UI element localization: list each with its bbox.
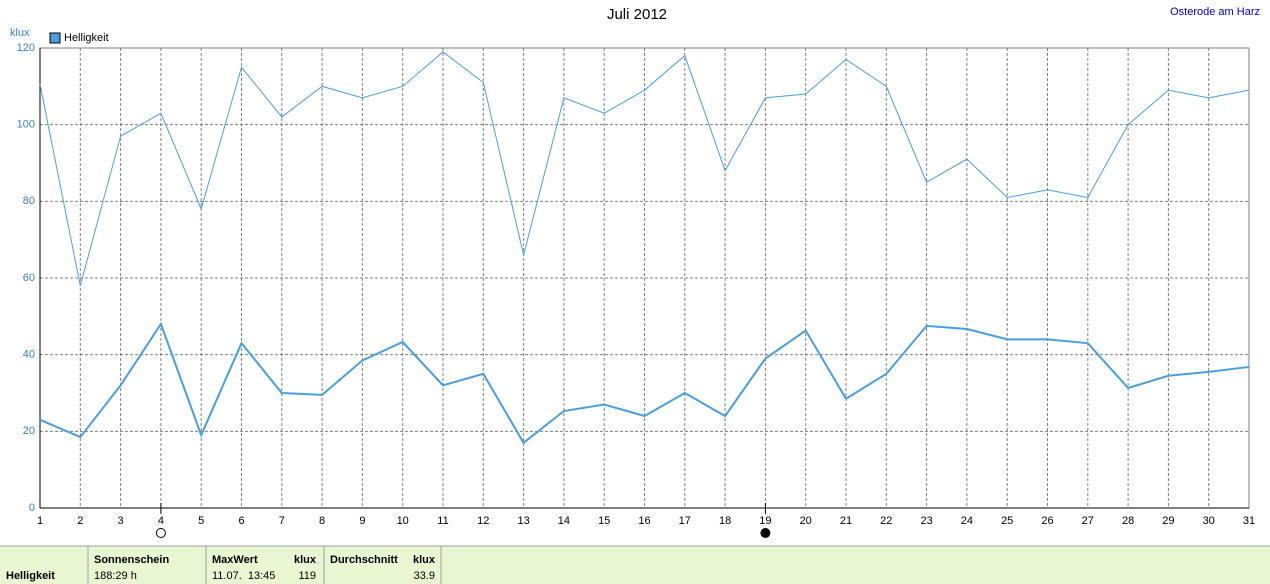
x-tick-label: 19: [759, 515, 771, 527]
x-tick-label: 8: [319, 515, 325, 527]
cell: 11.07. 13:45: [212, 570, 275, 582]
cell: 188:29 h: [94, 570, 137, 582]
column-header: MaxWert: [212, 554, 258, 566]
column-header: Sonnenschein: [94, 554, 169, 566]
x-tick-label: 26: [1041, 515, 1053, 527]
moon-icon: [760, 528, 771, 538]
table-dividers: [0, 545, 1270, 584]
y-axis-label: klux: [10, 27, 30, 39]
x-tick-label: 31: [1243, 515, 1255, 527]
y-tick-label: 120: [17, 42, 35, 54]
y-tick-label: 20: [23, 425, 35, 437]
x-tick-label: 16: [638, 515, 650, 527]
legend-swatch: [49, 32, 61, 44]
chart-title: Juli 2012: [607, 6, 667, 23]
series-line: [39, 51, 1250, 286]
x-tick-label: 9: [359, 515, 365, 527]
x-tick-label: 11: [437, 515, 448, 527]
x-tick-label: 22: [880, 515, 892, 527]
x-tick-label: 10: [397, 515, 409, 527]
y-tick-label: 60: [23, 272, 35, 284]
x-tick-label: 6: [238, 515, 244, 527]
x-tick-label: 15: [598, 515, 610, 527]
x-tick-label: 7: [279, 515, 285, 527]
summary-panel: [0, 546, 1270, 584]
x-tick-label: 20: [800, 515, 812, 527]
x-tick-label: 21: [840, 515, 852, 527]
legend-label: Helligkeit: [64, 32, 109, 44]
x-tick-label: 14: [558, 515, 570, 527]
x-tick-label: 28: [1122, 515, 1134, 527]
x-tick-label: 1: [37, 515, 43, 527]
x-tick-label: 18: [719, 515, 731, 527]
x-tick-label: 17: [679, 515, 691, 527]
x-tick-label: 3: [118, 515, 124, 527]
y-tick-label: 100: [17, 119, 35, 131]
x-tick-label: 13: [517, 515, 529, 527]
series-line: [39, 321, 1250, 445]
column-header: klux: [413, 554, 436, 566]
x-tick-label: 4: [158, 515, 164, 527]
x-tick-label: 12: [477, 515, 489, 527]
x-tick-label: 5: [198, 515, 204, 527]
column-header: klux: [294, 554, 317, 566]
x-tick-label: 23: [920, 515, 932, 527]
x-tick-label: 2: [77, 515, 83, 527]
x-tick-label: 30: [1203, 515, 1215, 527]
moon-icon: [155, 528, 166, 538]
y-tick-label: 80: [23, 195, 35, 207]
x-tick-label: 24: [961, 515, 973, 527]
cell: 119: [298, 570, 316, 582]
cell: 33.9: [414, 570, 435, 582]
row-label: Helligkeit: [6, 570, 55, 582]
x-tick-label: 29: [1162, 515, 1174, 527]
y-tick-label: 0: [29, 502, 35, 514]
x-tick-label: 27: [1082, 515, 1094, 527]
location: Osterode am Harz: [1170, 6, 1260, 18]
column-header: Durchschnitt: [330, 554, 398, 566]
x-tick-label: 25: [1001, 515, 1013, 527]
y-tick-label: 40: [23, 349, 35, 361]
